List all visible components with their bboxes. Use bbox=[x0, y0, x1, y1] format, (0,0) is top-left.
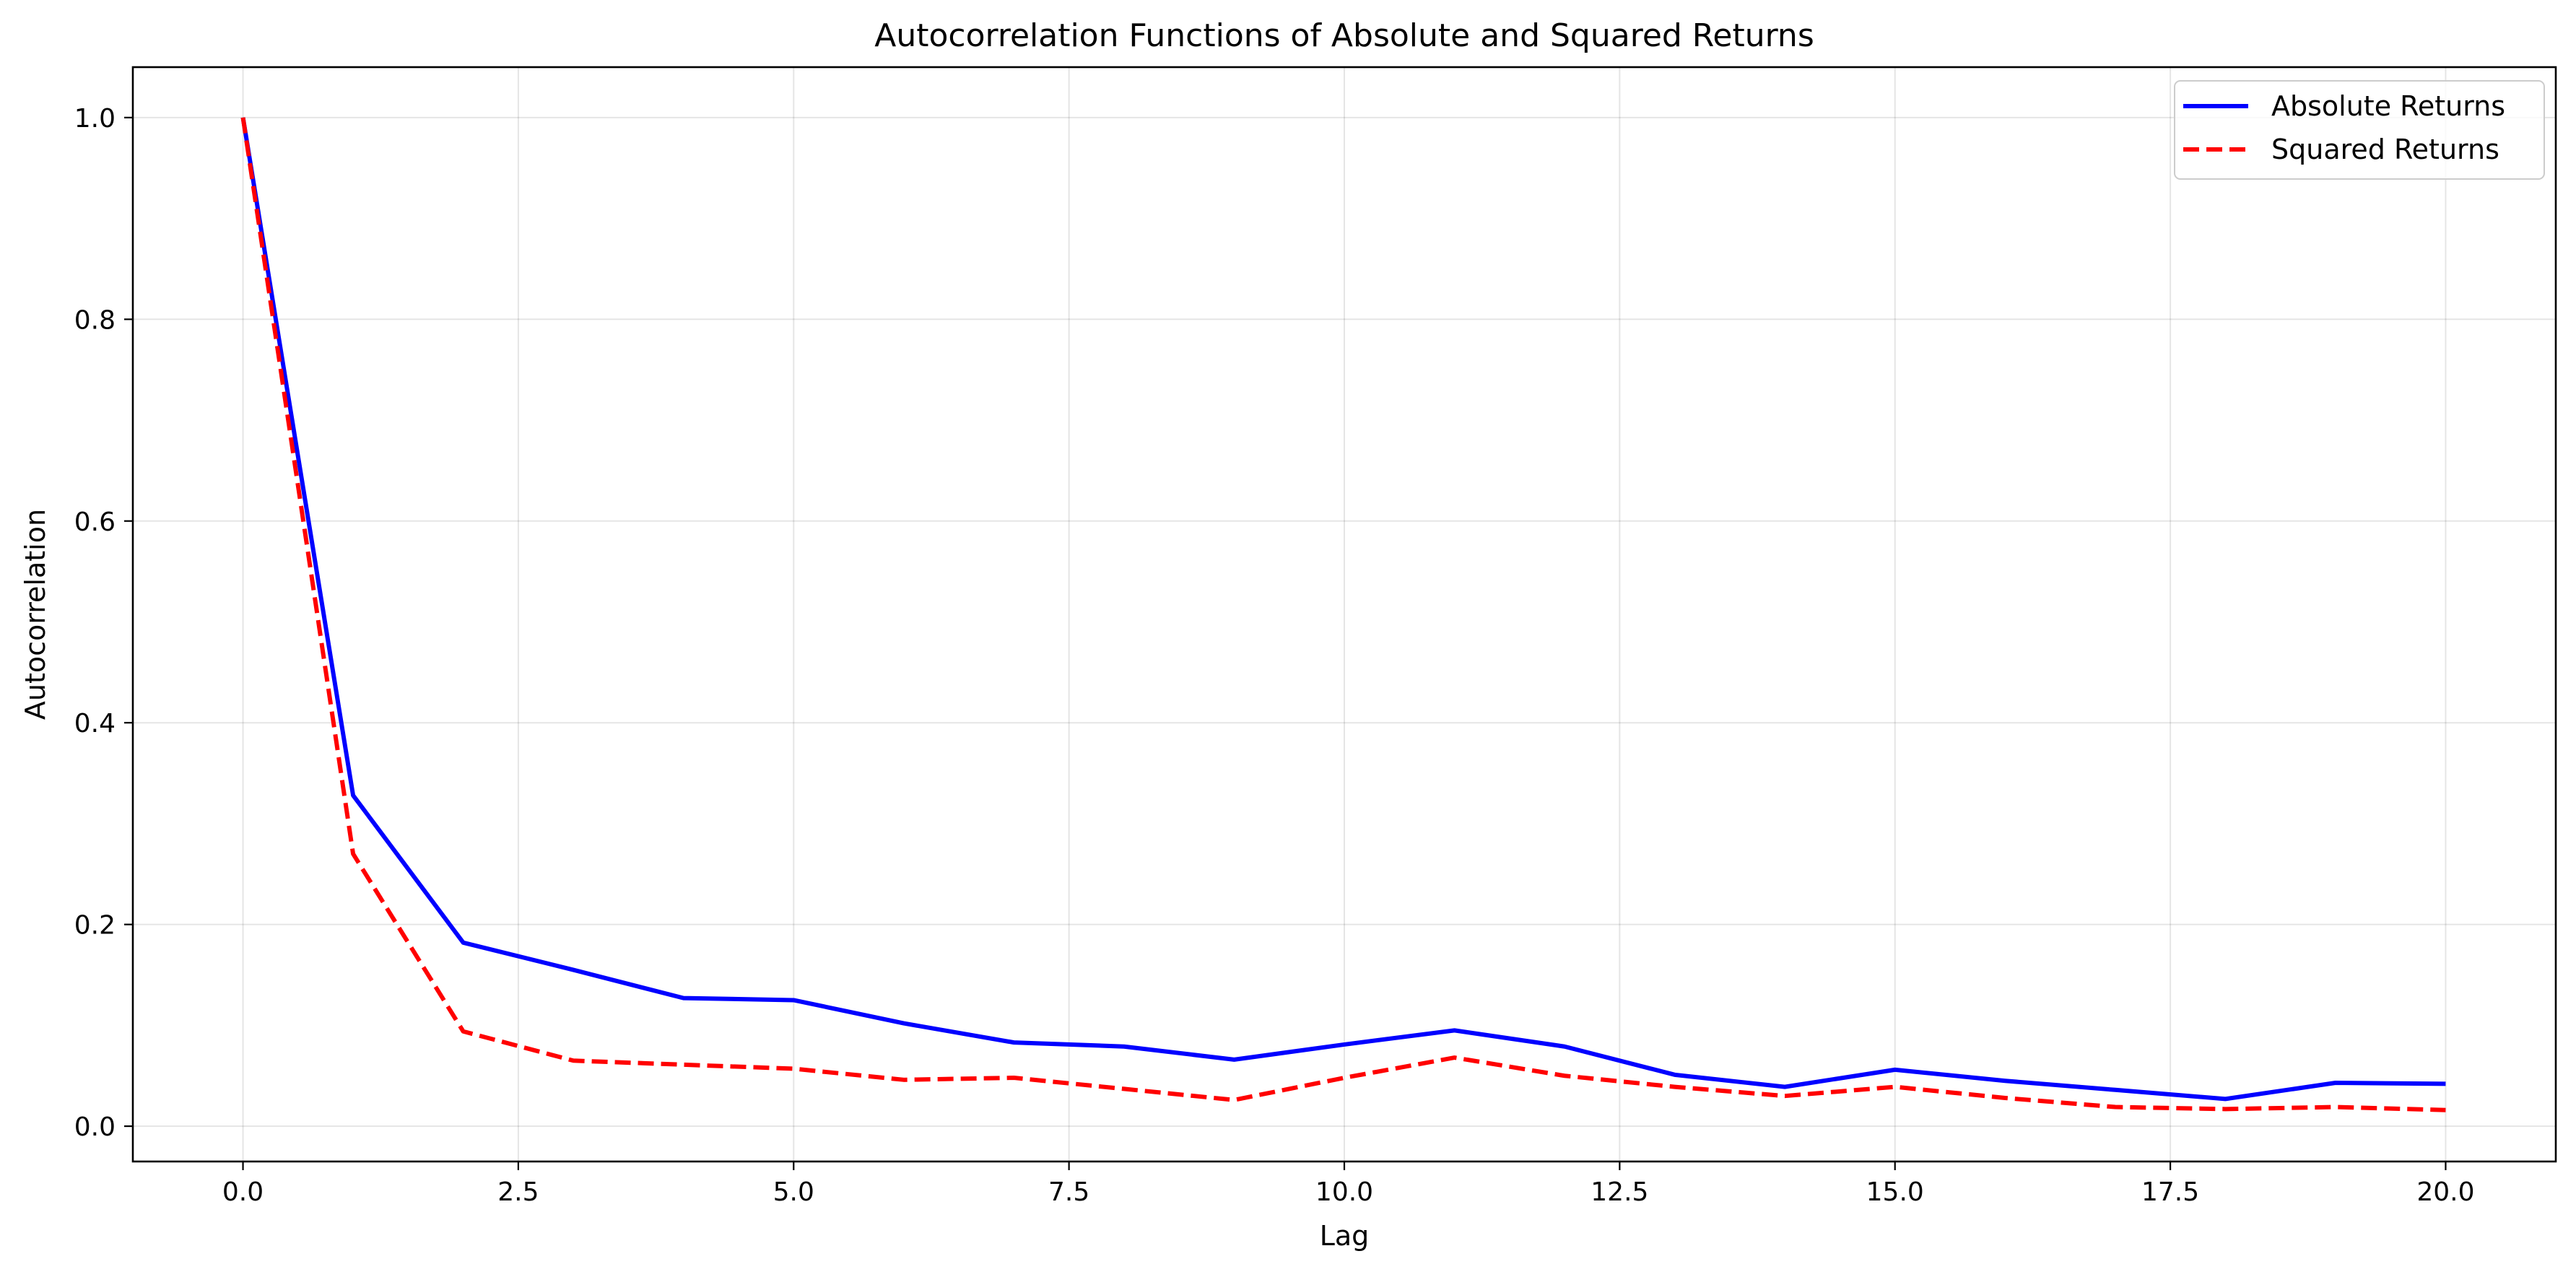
x-tick-label: 7.5 bbox=[1048, 1177, 1089, 1207]
legend: Absolute Returns Squared Returns bbox=[2174, 80, 2545, 180]
legend-box bbox=[2174, 80, 2545, 180]
y-tick-label: 1.0 bbox=[74, 104, 116, 134]
chart-title: Autocorrelation Functions of Absolute an… bbox=[874, 17, 1814, 54]
y-axis-ticks: 0.0 0.2 0.4 0.6 0.8 1.0 bbox=[74, 104, 133, 1142]
x-tick-label: 5.0 bbox=[773, 1177, 814, 1207]
x-tick-label: 20.0 bbox=[2416, 1177, 2474, 1207]
y-tick-label: 0.2 bbox=[74, 911, 116, 941]
y-axis-label: Autocorrelation bbox=[19, 509, 51, 720]
x-tick-label: 12.5 bbox=[1591, 1177, 1648, 1207]
x-axis-ticks: 0.0 2.5 5.0 7.5 10.0 12.5 15.0 17.5 20.0 bbox=[222, 1161, 2475, 1207]
legend-label-absolute-returns: Absolute Returns bbox=[2271, 90, 2505, 122]
grid bbox=[133, 67, 2556, 1161]
x-tick-label: 0.0 bbox=[222, 1177, 264, 1207]
x-tick-label: 2.5 bbox=[497, 1177, 539, 1207]
x-tick-label: 15.0 bbox=[1866, 1177, 1924, 1207]
y-tick-label: 0.8 bbox=[74, 305, 116, 335]
series-lines bbox=[240, 117, 2446, 1112]
series-line-absolute-returns bbox=[240, 117, 2446, 1102]
y-tick-label: 0.4 bbox=[74, 709, 116, 738]
y-tick-label: 0.0 bbox=[74, 1112, 116, 1142]
y-tick-label: 0.6 bbox=[74, 507, 116, 537]
x-tick-label: 17.5 bbox=[2141, 1177, 2199, 1207]
x-axis-label: Lag bbox=[1320, 1220, 1370, 1252]
x-tick-label: 10.0 bbox=[1315, 1177, 1373, 1207]
legend-label-squared-returns: Squared Returns bbox=[2271, 134, 2499, 165]
